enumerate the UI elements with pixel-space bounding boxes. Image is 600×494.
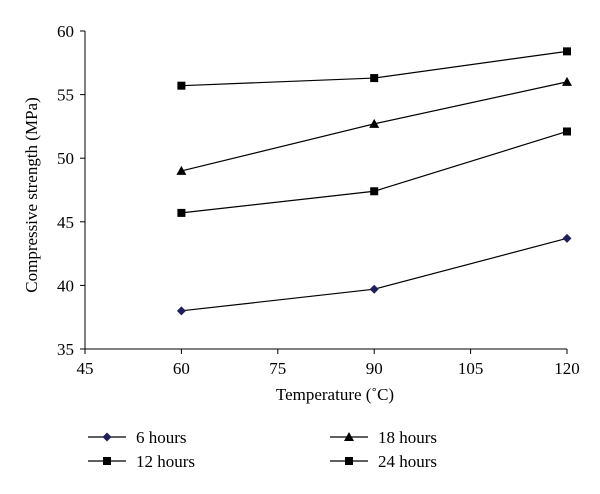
data-point-square [563,127,571,136]
data-point-triangle [369,118,380,128]
legend-marker-diamond [102,432,112,442]
y-tick-label: 55 [57,86,74,105]
legend-item: 6 hours [88,428,187,447]
legend-marker-triangle [344,432,354,441]
series-line [181,237,568,312]
legend-marker-square [103,457,111,465]
data-point-square [370,187,379,196]
x-tick-label: 105 [458,359,484,378]
data-point-diamond [562,233,572,243]
series-24-hours [177,47,571,90]
data-point-square [177,208,186,217]
legend: 6 hours 12 hours 18 hours 24 hours [88,428,437,471]
legend-label: 18 hours [378,428,437,447]
y-tick-label: 60 [57,22,74,41]
y-tick-label: 40 [57,276,74,295]
y-tick-label: 35 [57,340,74,359]
data-point-square [563,47,571,56]
legend-item: 24 hours [330,452,437,471]
x-tick-label: 90 [366,359,383,378]
legend-label: 24 hours [378,452,437,471]
legend-label: 6 hours [136,428,187,447]
data-point-diamond [176,306,186,316]
y-tick-label: 50 [57,149,74,168]
legend-label: 12 hours [136,452,195,471]
x-tick-label: 60 [173,359,190,378]
x-tick-label: 45 [77,359,94,378]
x-axis-title: Temperature (˚C) [276,385,394,404]
data-point-square [370,74,379,83]
plot-area: 45 60 75 90 105 120 35 40 45 50 55 60 [57,22,580,378]
legend-marker-square [345,457,353,465]
data-point-square [177,81,186,90]
x-tick-label: 120 [554,359,580,378]
series-18-hours [176,76,572,175]
data-point-diamond [369,284,379,294]
series-line [181,130,568,214]
y-axis-title: Compressive strength (MPa) [22,97,41,292]
data-point-triangle [562,76,572,86]
x-tick-label: 75 [269,359,286,378]
legend-item: 12 hours [88,452,195,471]
series-group [176,47,572,316]
y-axis-ticks: 35 40 45 50 55 60 [57,22,85,359]
data-point-triangle [176,165,187,175]
y-tick-label: 45 [57,213,74,232]
legend-item: 18 hours [330,428,437,447]
x-axis-ticks: 45 60 75 90 105 120 [77,349,580,378]
series-12-hours [177,127,571,217]
series-6-hours [176,233,572,316]
